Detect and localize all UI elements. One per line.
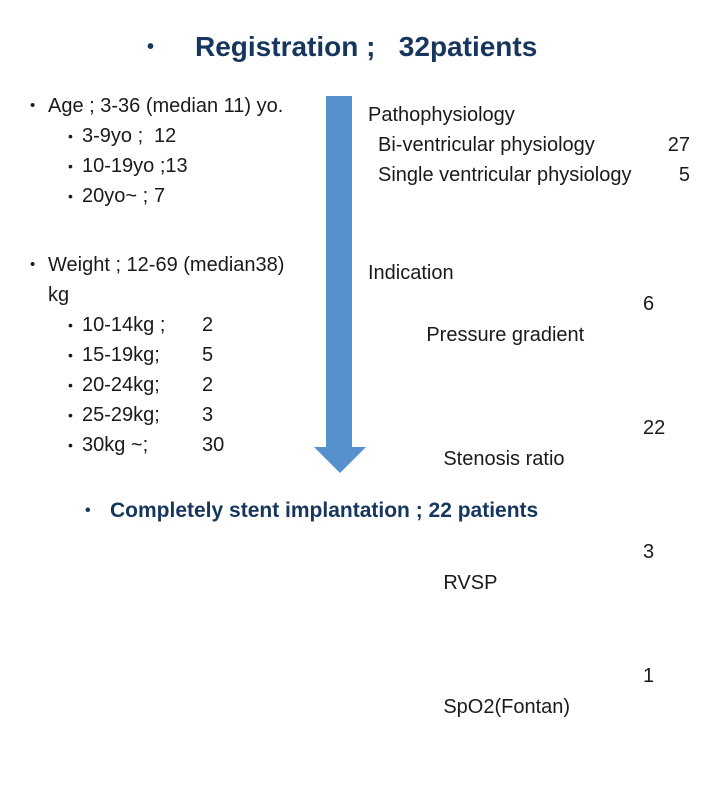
weight-item-row: • 30kg ~; 30 <box>30 430 330 460</box>
left-column: • Age ; 3-36 (median 11) yo. • 3-9yo ; 1… <box>30 91 330 460</box>
age-item-row: • 10-19yo ; 13 <box>30 151 330 181</box>
indication-label: Stenosis ratio <box>443 448 565 470</box>
pathophysiology-value: 5 <box>678 164 690 186</box>
bullet-icon: • <box>68 128 73 144</box>
weight-header-row: • Weight ; 12-69 (median38) <box>30 250 330 280</box>
weight-item-row: • 10-14kg ; 2 <box>30 310 330 340</box>
indication-value: 6 <box>643 293 655 315</box>
age-item-value: 13 <box>165 155 188 177</box>
title-text: Registration ; 32patients <box>195 31 538 62</box>
weight-item-label: 20-24kg; <box>82 374 160 396</box>
pathophysiology-label: Bi-ventricular physiology <box>378 134 595 156</box>
bullet-icon: • <box>68 377 73 393</box>
weight-item-label: 25-29kg; <box>82 404 160 426</box>
slide-title: • Registration ; 32patients <box>147 26 537 68</box>
indication-label: Pressure gradient <box>426 324 585 346</box>
pathophysiology-header: Pathophysiology <box>368 104 515 126</box>
bullet-icon: • <box>68 317 73 333</box>
indication-value: 3 <box>643 541 655 563</box>
weight-item-value: 3 <box>202 404 214 426</box>
indication-row: SpO2(Fontan) 1 <box>368 661 698 785</box>
age-item-value: 7 <box>154 185 166 207</box>
slide: • Registration ; 32patients • Age ; 3-36… <box>30 26 698 718</box>
age-header: Age ; 3-36 (median 11) yo. <box>48 95 284 117</box>
indication-row: Pressure gradient 6 <box>368 289 698 413</box>
age-item-label: 3-9yo ; <box>82 125 144 147</box>
indication-value: 22 <box>643 417 666 439</box>
age-header-row: • Age ; 3-36 (median 11) yo. <box>30 91 330 121</box>
age-item-label: 20yo~ ; <box>82 185 149 207</box>
bullet-icon: • <box>68 158 73 174</box>
vertical-spacer <box>30 211 330 250</box>
pathophysiology-section: Pathophysiology Bi-ventricular physiolog… <box>368 100 690 190</box>
conclusion-line: • Completely stent implantation ; 22 pat… <box>85 495 538 526</box>
age-item-row: • 20yo~ ; 7 <box>30 181 330 211</box>
bullet-icon: • <box>68 437 73 453</box>
bullet-icon: • <box>68 407 73 423</box>
bullet-icon: • <box>30 97 36 114</box>
indication-value: 1 <box>643 665 655 687</box>
age-item-row: • 3-9yo ; 12 <box>30 121 330 151</box>
weight-item-row: • 15-19kg; 5 <box>30 340 330 370</box>
weight-header-row2: kg <box>30 280 330 310</box>
indication-row: RVSP 3 <box>368 537 698 661</box>
bullet-icon: • <box>30 256 36 273</box>
pathophysiology-row: Single ventricular physiology 5 <box>368 160 690 190</box>
pathophysiology-row: Bi-ventricular physiology 27 <box>368 130 690 160</box>
pathophysiology-label: Single ventricular physiology <box>378 164 632 186</box>
weight-item-value: 2 <box>202 374 214 396</box>
bullet-icon: • <box>147 36 155 58</box>
indication-row: Stenosis ratio 22 <box>368 413 698 537</box>
age-item-label: 10-19yo ; <box>82 155 166 177</box>
bullet-icon: • <box>85 502 91 519</box>
pathophysiology-value: 27 <box>667 134 690 156</box>
conclusion-text: Completely stent implantation ; 22 patie… <box>110 499 539 522</box>
indication-header: Indication <box>368 262 454 284</box>
indication-label: RVSP <box>443 572 498 594</box>
age-item-value: 12 <box>154 125 177 147</box>
weight-item-row: • 25-29kg; 3 <box>30 400 330 430</box>
weight-header-line2: kg <box>48 284 70 306</box>
weight-item-value: 2 <box>202 314 214 336</box>
weight-header-line1: Weight ; 12-69 (median38) <box>48 254 285 276</box>
weight-item-label: 10-14kg ; <box>82 314 166 336</box>
weight-item-value: 5 <box>202 344 214 366</box>
bullet-icon: • <box>68 347 73 363</box>
weight-item-label: 15-19kg; <box>82 344 160 366</box>
weight-item-value: 30 <box>202 434 225 456</box>
indication-label: SpO2(Fontan) <box>443 696 571 718</box>
weight-item-label: 30kg ~; <box>82 434 149 456</box>
down-arrow-icon <box>310 94 370 476</box>
weight-item-row: • 20-24kg; 2 <box>30 370 330 400</box>
bullet-icon: • <box>68 188 73 204</box>
